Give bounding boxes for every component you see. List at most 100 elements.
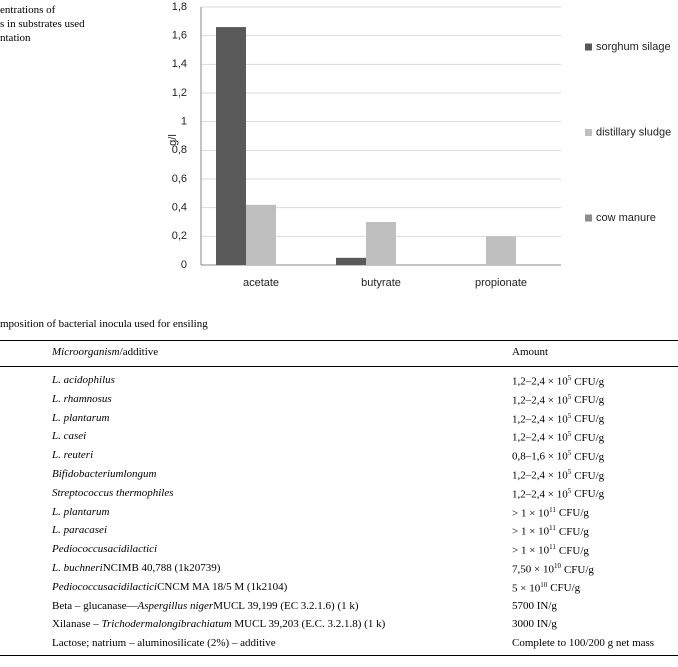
y-tick-label: 1,4 bbox=[172, 58, 187, 70]
table-rule bbox=[0, 366, 678, 367]
y-tick-label: 0,8 bbox=[172, 144, 187, 156]
exponent: 5 bbox=[567, 486, 572, 495]
legend-label: sorghum silage bbox=[596, 41, 671, 53]
amount-text: > 1 × 10 bbox=[512, 507, 550, 520]
amount-cell: 0,8–1,6 × 105 CFU/g bbox=[512, 449, 604, 463]
exponent: 5 bbox=[567, 449, 572, 458]
organism-cell: L. buchneriNCIMB 40,788 (1k20739) bbox=[52, 562, 220, 574]
organism-cell: L. reuteri bbox=[52, 449, 93, 461]
exponent: 11 bbox=[549, 505, 556, 514]
y-tick-label: 1 bbox=[181, 116, 187, 128]
x-tick-label: butyrate bbox=[361, 277, 401, 289]
y-tick-label: 1,2 bbox=[172, 87, 187, 99]
amount-text: 0,8–1,6 × 10 bbox=[512, 450, 568, 463]
y-axis-label: g/l bbox=[167, 134, 179, 146]
amount-text: 1,2–2,4 × 10 bbox=[512, 394, 568, 407]
amount-text: 1,2–2,4 × 10 bbox=[512, 432, 568, 445]
y-tick-label: 0,2 bbox=[172, 230, 187, 242]
text-run: MUCL 39,199 (EC 3.2.1.6) (1 k) bbox=[213, 599, 359, 612]
unit: CFU/g bbox=[574, 432, 605, 445]
chart: g/l 0 0,2 0,4 0,6 0,8 1 1,2 1,4 1,6 1,8 acetate but… bbox=[167, 1, 671, 289]
caption-line: ntation bbox=[0, 32, 31, 44]
text-run: L. plantarum bbox=[52, 411, 110, 424]
y-tick-label: 0,6 bbox=[172, 173, 187, 185]
amount-cell: 1,2–2,4 × 105 CFU/g bbox=[512, 374, 604, 388]
organism-cell: L. rhamnosus bbox=[52, 393, 112, 405]
unit: CFU/g bbox=[574, 450, 605, 463]
legend-swatch bbox=[585, 43, 592, 51]
unit: CFU/g bbox=[574, 488, 605, 501]
amount-text: 5700 IN/g bbox=[512, 599, 557, 612]
unit: CFU/g bbox=[574, 469, 605, 482]
organism-cell: Beta – glucanase—Aspergillus nigerMUCL 3… bbox=[52, 600, 359, 612]
legend-label: distillary sludge bbox=[596, 126, 671, 138]
text-run: L. reuteri bbox=[52, 449, 94, 462]
text-run: MUCL 39,203 (E.C. 3.2.1.8) (1 k) bbox=[231, 618, 386, 631]
y-tick-label: 0,4 bbox=[172, 202, 187, 214]
amount-text: Complete to 100/200 g net mass bbox=[512, 637, 655, 650]
amount-text: 1,2–2,4 × 10 bbox=[512, 413, 568, 426]
amount-cell: 5 × 1010 CFU/g bbox=[512, 581, 580, 595]
amount-cell: > 1 × 1011 CFU/g bbox=[512, 524, 589, 538]
exponent: 5 bbox=[567, 468, 572, 476]
legend-swatch bbox=[585, 214, 592, 222]
header-cell: Microorganism/additive bbox=[52, 346, 158, 358]
exponent: 10 bbox=[540, 580, 548, 589]
legend-label: cow manure bbox=[596, 212, 656, 224]
exponent: 5 bbox=[567, 374, 572, 382]
amount-text: 1,2–2,4 × 10 bbox=[512, 469, 568, 482]
amount-cell: 1,2–2,4 × 105 CFU/g bbox=[512, 412, 604, 426]
organism-cell: Streptococcus thermophiles bbox=[52, 487, 173, 499]
y-tick-label: 0 bbox=[181, 259, 187, 271]
table-rule bbox=[0, 340, 678, 341]
text-run: L. plantarum bbox=[52, 505, 110, 518]
amount-text: 3000 IN/g bbox=[512, 618, 557, 631]
text-run: L. rhamnosus bbox=[52, 392, 112, 405]
text-run: /additive bbox=[119, 346, 159, 358]
exponent: 10 bbox=[553, 562, 561, 570]
legend-swatch bbox=[585, 129, 592, 136]
amount-text: 5 × 10 bbox=[512, 582, 541, 595]
text-run: L. paracasei bbox=[52, 524, 107, 537]
exponent: 5 bbox=[567, 430, 572, 439]
amount-cell: 1,2–2,4 × 105 CFU/g bbox=[512, 487, 604, 501]
amount-cell: 5700 IN/g bbox=[512, 600, 557, 612]
header-cell: Amount bbox=[512, 346, 549, 358]
unit: CFU/g bbox=[574, 413, 605, 426]
organism-cell: L. casei bbox=[52, 430, 86, 442]
caption-line: s in substrates used bbox=[0, 18, 85, 30]
text-run: Pediococcusacidilactici bbox=[52, 580, 158, 593]
table-caption: mposition of bacterial inocula used for … bbox=[0, 318, 208, 330]
amount-cell: 1,2–2,4 × 105 CFU/g bbox=[512, 468, 604, 482]
unit: CFU/g bbox=[558, 544, 589, 557]
text-run: Aspergillus niger bbox=[137, 599, 214, 612]
bar bbox=[246, 204, 276, 265]
exponent: 11 bbox=[549, 524, 556, 533]
table-rule bbox=[0, 655, 678, 656]
text-run: L. casei bbox=[52, 430, 87, 443]
exponent: 11 bbox=[549, 543, 556, 552]
amount-cell: Complete to 100/200 g net mass bbox=[512, 637, 654, 649]
organism-cell: L. paracasei bbox=[52, 524, 107, 536]
text-run: Trichodermalongibrachiatum bbox=[101, 618, 232, 631]
amount-text: > 1 × 10 bbox=[512, 544, 550, 557]
organism-cell: Xilanase – Trichodermalongibrachiatum MU… bbox=[52, 618, 385, 630]
amount-text: > 1 × 10 bbox=[512, 526, 550, 539]
unit: CFU/g bbox=[558, 526, 589, 539]
amount-cell: > 1 × 1011 CFU/g bbox=[512, 543, 589, 557]
bar bbox=[216, 27, 246, 265]
unit: CFU/g bbox=[558, 507, 589, 520]
text-run: Streptococcus thermophiles bbox=[52, 486, 174, 499]
amount-cell: 7,50 × 1010 CFU/g bbox=[512, 562, 594, 576]
organism-cell: L. plantarum bbox=[52, 506, 109, 518]
unit: CFU/g bbox=[550, 582, 581, 595]
organism-cell: Bifidobacteriumlongum bbox=[52, 468, 157, 480]
amount-cell: 1,2–2,4 × 105 CFU/g bbox=[512, 393, 604, 407]
text-run: Lactose; natrium – aluminosilicate (2%) … bbox=[52, 637, 276, 650]
bar bbox=[486, 236, 516, 265]
organism-cell: PediococcusacidilacticiCNCM MA 18/5 M (1… bbox=[52, 581, 287, 593]
x-tick-label: acetate bbox=[243, 277, 279, 289]
amount-text: 1,2–2,4 × 10 bbox=[512, 488, 568, 501]
x-tick-label: propionate bbox=[475, 277, 527, 289]
